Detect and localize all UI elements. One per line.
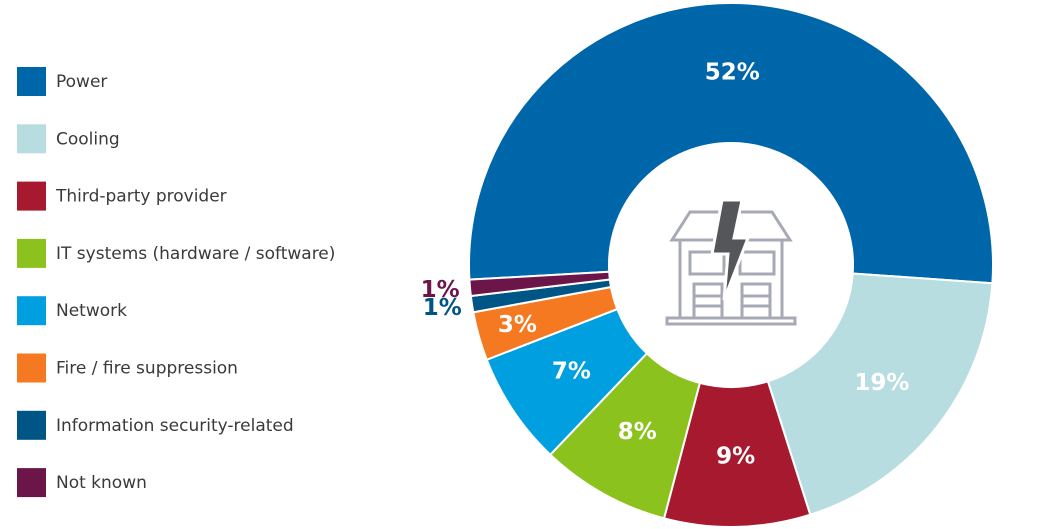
slice <box>468 270 611 298</box>
value-label: 7% <box>552 358 591 384</box>
center-icon <box>665 198 797 326</box>
legend-swatch <box>17 353 46 383</box>
value-label: 52% <box>705 60 760 86</box>
legend-label: Network <box>56 301 127 321</box>
legend-swatch <box>17 124 46 154</box>
slice <box>766 272 994 516</box>
legend-swatch <box>17 67 46 96</box>
legend-swatch <box>17 181 46 211</box>
legend-label: Cooling <box>56 129 120 149</box>
value-label: 1% <box>423 295 462 321</box>
legend-swatch <box>17 468 46 498</box>
legend-label: Not known <box>56 473 147 493</box>
slices <box>468 2 994 528</box>
legend-swatch <box>17 410 46 440</box>
legend-label: Fire / fire suppression <box>56 359 238 379</box>
value-label: 3% <box>498 312 537 338</box>
legend-label: Information security-related <box>56 416 294 436</box>
value-label: 8% <box>618 419 657 445</box>
legend-label: Power <box>56 72 107 92</box>
value-label: 9% <box>716 443 755 469</box>
legend-swatch <box>17 296 46 326</box>
value-label: 19% <box>854 370 909 396</box>
legend-label: Third-party provider <box>55 187 227 207</box>
legend-swatch <box>17 238 46 268</box>
value-label: 1% <box>421 277 460 303</box>
legend-label: IT systems (hardware / software) <box>56 244 335 264</box>
slice <box>468 2 994 285</box>
